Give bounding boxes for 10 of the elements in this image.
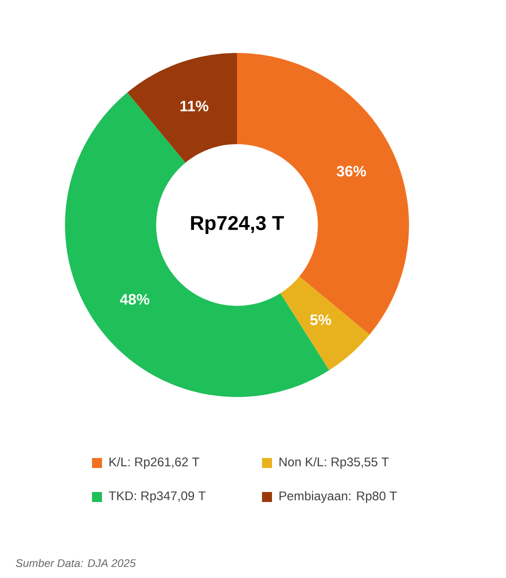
- data-label: 48%: [120, 294, 150, 305]
- text: Rp724,3 T: [191, 216, 284, 234]
- data-label: 5%: [310, 314, 332, 326]
- data-label: 11%: [180, 100, 208, 112]
- legend-label: TKD: Rp347,09 T: [108, 491, 206, 503]
- legend-label: Non K/L: Rp35,55 T: [280, 457, 389, 469]
- legend-label: K/L: Rp261,62 T: [110, 457, 200, 469]
- legend-label: Pembiayaan: Rp80 T: [280, 491, 397, 503]
- text: Sumber Data: DJA 2025: [16, 558, 136, 568]
- data-label: 36%: [336, 166, 366, 176]
